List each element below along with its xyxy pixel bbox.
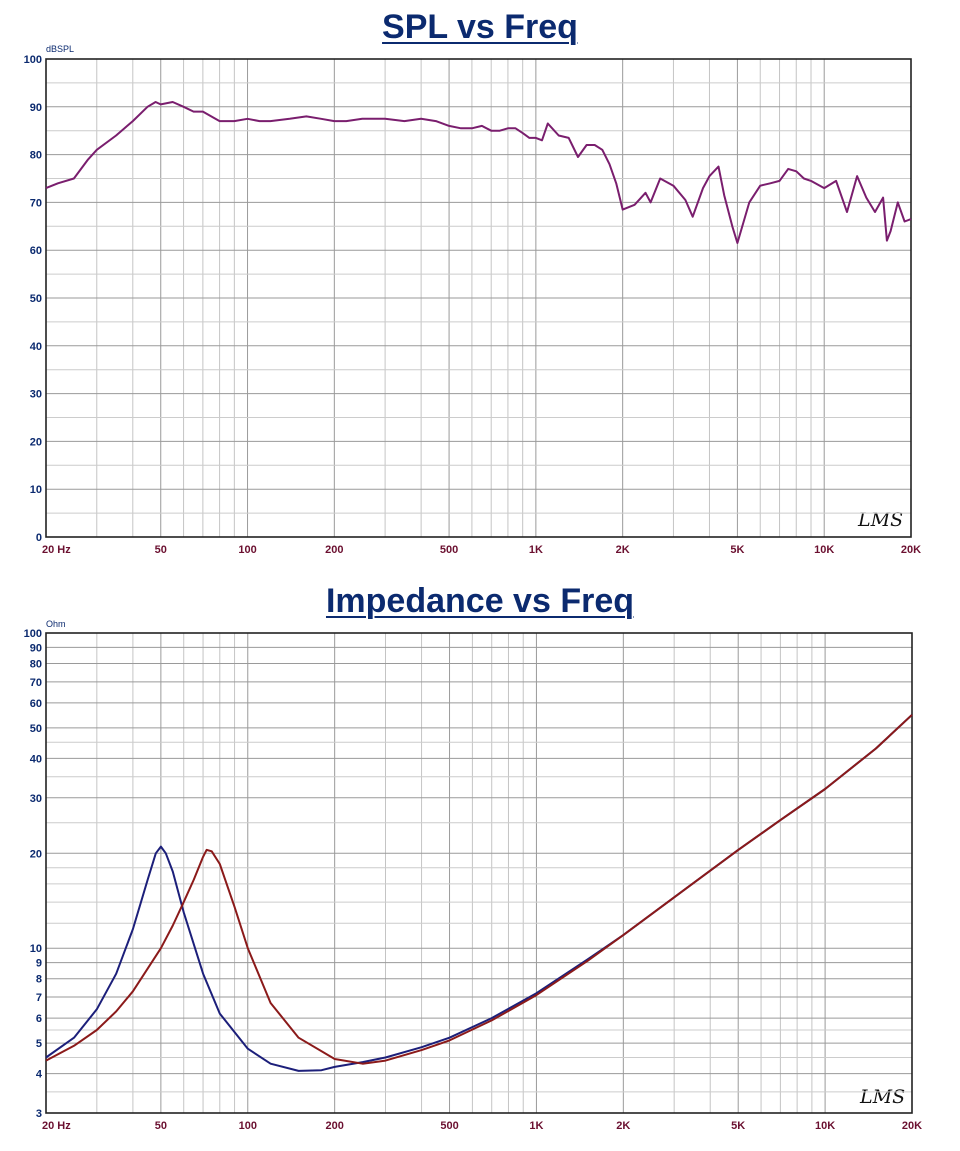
y-tick-label: 70: [30, 677, 42, 689]
x-tick-label: 50: [155, 544, 167, 556]
x-tick-label: 5K: [731, 1120, 745, 1132]
x-tick-label: 2K: [616, 1120, 630, 1132]
x-tick-label: 20 Hz: [42, 1120, 71, 1132]
x-tick-label: 200: [325, 1120, 343, 1132]
y-tick-label: 6: [36, 1013, 42, 1025]
x-tick-label: 10K: [814, 544, 834, 556]
y-tick-label: 40: [30, 341, 42, 353]
y-tick-label: 20: [30, 848, 42, 860]
x-tick-label: 20K: [901, 544, 921, 556]
grid: [45, 632, 913, 1114]
y-tick-label: 20: [30, 436, 42, 448]
y-tick-label: 4: [36, 1069, 43, 1081]
x-tick-label: 100: [238, 544, 256, 556]
impedance-watermark: LMS: [859, 1086, 905, 1108]
plot-frame: [45, 58, 912, 538]
y-tick-label: 10: [30, 484, 42, 496]
y-tick-label: 30: [30, 793, 42, 805]
x-tick-label: 1K: [529, 544, 543, 556]
y-tick-label: 7: [36, 992, 42, 1004]
x-tick-label: 10K: [815, 1120, 835, 1132]
y-tick-label: 10: [30, 943, 42, 955]
x-tick-label: 200: [325, 544, 343, 556]
y-tick-label: 3: [36, 1108, 42, 1120]
y-tick-label: 80: [30, 659, 42, 671]
y-tick-label: 8: [36, 974, 42, 986]
y-tick-label: 30: [30, 389, 42, 401]
series-line-2: [45, 714, 913, 1065]
y-tick-label: 50: [30, 293, 42, 305]
x-tick-label: 2K: [616, 544, 630, 556]
y-tick-label: 9: [36, 958, 42, 970]
x-tick-label: 1K: [529, 1120, 543, 1132]
x-tick-label: 5K: [730, 544, 744, 556]
x-tick-label: 50: [155, 1120, 167, 1132]
spl-unit-label: dBSPL: [46, 44, 74, 54]
series-line-1: [45, 714, 913, 1072]
x-tick-label: 20K: [902, 1120, 922, 1132]
y-tick-label: 80: [30, 150, 42, 162]
y-tick-label: 0: [36, 532, 42, 544]
spl-chart-title: SPL vs Freq: [382, 8, 578, 46]
y-tick-label: 60: [30, 698, 42, 710]
spl-watermark: LMS: [857, 509, 903, 531]
y-tick-label: 90: [30, 102, 42, 114]
y-tick-label: 5: [36, 1038, 42, 1050]
y-tick-label: 100: [24, 54, 42, 66]
plot-frame: [45, 632, 913, 1114]
x-tick-label: 100: [239, 1120, 257, 1132]
y-tick-label: 70: [30, 197, 42, 209]
y-tick-label: 60: [30, 245, 42, 257]
impedance-chart-title: Impedance vs Freq: [325, 582, 634, 620]
impedance-unit-label: Ohm: [46, 619, 66, 629]
x-tick-label: 500: [440, 544, 458, 556]
series-line-1: [45, 101, 912, 244]
x-tick-label: 20 Hz: [42, 544, 71, 556]
y-tick-label: 40: [30, 753, 42, 765]
x-tick-label: 500: [440, 1120, 458, 1132]
y-tick-label: 50: [30, 723, 42, 735]
y-tick-label: 90: [30, 642, 42, 654]
y-tick-label: 100: [24, 628, 42, 640]
